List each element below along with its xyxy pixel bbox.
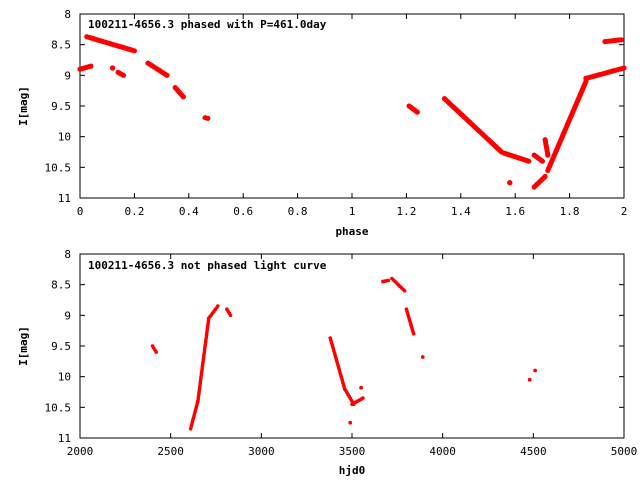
- y-tick-label: 10: [58, 371, 71, 384]
- y-tick-label: 10.5: [45, 161, 72, 174]
- x-tick-label: 5000: [611, 445, 638, 458]
- data-point: [216, 304, 220, 308]
- x-tick-label: 0.6: [233, 205, 253, 218]
- data-point: [420, 355, 425, 359]
- y-tick-label: 8: [64, 248, 71, 261]
- y-tick-label: 11: [58, 192, 71, 205]
- data-point: [164, 72, 170, 78]
- data-point: [386, 278, 391, 283]
- x-tick-label: 4000: [429, 445, 456, 458]
- axis-ticks: 0 0.2 0.4 0.6 0.8 1 1.2 1.4 1.6 1.8 2 8 8.5 9 9.5 10 10.…: [45, 8, 628, 218]
- x-tick-label: 3000: [248, 445, 275, 458]
- y-tick-label: 11: [58, 432, 71, 445]
- y-tick-label: 8.5: [51, 39, 71, 52]
- unphased-light-curve-panel: 2000 2500 3000 3500 4000 4500 5000 8 8.5 9 9.5 10 10…: [17, 248, 637, 477]
- y-tick-label: 9.5: [51, 340, 71, 353]
- y-axis-label: I[mag]: [17, 86, 30, 126]
- phased-light-curve-panel: 0 0.2 0.4 0.6 0.8 1 1.2 1.4 1.6 1.8 2 8 8.5 9 9.5 10 10.…: [17, 8, 627, 238]
- x-tick-label: 1.6: [505, 205, 525, 218]
- plot-frame: [79, 253, 625, 439]
- y-tick-label: 8.5: [51, 279, 71, 292]
- data-point: [359, 385, 363, 390]
- x-tick-label: 2: [621, 205, 628, 218]
- chart-title: 100211-4656.3 not phased light curve: [88, 259, 327, 272]
- x-tick-label: 1.8: [560, 205, 580, 218]
- data-point: [527, 377, 532, 382]
- data-point: [526, 158, 532, 164]
- y-tick-label: 9: [64, 309, 71, 322]
- plot-frame: [79, 13, 625, 199]
- data-point: [618, 37, 624, 43]
- y-tick-label: 9.5: [51, 100, 71, 113]
- data-points: [150, 276, 537, 431]
- data-point: [228, 313, 233, 318]
- x-axis-label: hjd0: [339, 464, 366, 477]
- data-point: [507, 180, 513, 186]
- data-point: [348, 420, 353, 425]
- x-tick-label: 1.2: [396, 205, 416, 218]
- data-point: [154, 350, 158, 354]
- data-point: [180, 94, 186, 100]
- data-point: [110, 65, 116, 71]
- data-point: [545, 152, 551, 158]
- x-tick-label: 1.4: [451, 205, 471, 218]
- y-tick-label: 9: [64, 69, 71, 82]
- chart-title: 100211-4656.3 phased with P=461.0day: [88, 18, 327, 31]
- x-tick-label: 0.4: [179, 205, 199, 218]
- y-axis-label: I[mag]: [17, 326, 30, 366]
- x-tick-label: 3500: [339, 445, 366, 458]
- data-point: [402, 289, 407, 293]
- data-point: [205, 115, 211, 121]
- data-point: [533, 368, 537, 373]
- y-tick-label: 10.5: [45, 401, 72, 414]
- data-point: [414, 109, 420, 115]
- x-tick-label: 1: [349, 205, 356, 218]
- data-points: [77, 34, 627, 190]
- x-tick-label: 0.8: [288, 205, 308, 218]
- data-point: [539, 158, 546, 164]
- data-point: [411, 331, 416, 336]
- x-tick-label: 0: [77, 205, 84, 218]
- data-point: [361, 396, 365, 400]
- data-point: [131, 48, 137, 54]
- data-point: [120, 72, 127, 78]
- x-tick-label: 2500: [157, 445, 184, 458]
- y-tick-label: 8: [64, 8, 71, 21]
- y-tick-label: 10: [58, 131, 71, 144]
- data-point: [88, 63, 94, 69]
- x-tick-label: 4500: [520, 445, 547, 458]
- axis-ticks: 2000 2500 3000 3500 4000 4500 5000 8 8.5 9 9.5 10 10…: [45, 248, 638, 458]
- x-tick-label: 2000: [67, 445, 94, 458]
- data-point: [542, 173, 548, 180]
- data-point: [621, 65, 627, 71]
- x-axis-label: phase: [335, 225, 368, 238]
- x-tick-label: 0.2: [124, 205, 144, 218]
